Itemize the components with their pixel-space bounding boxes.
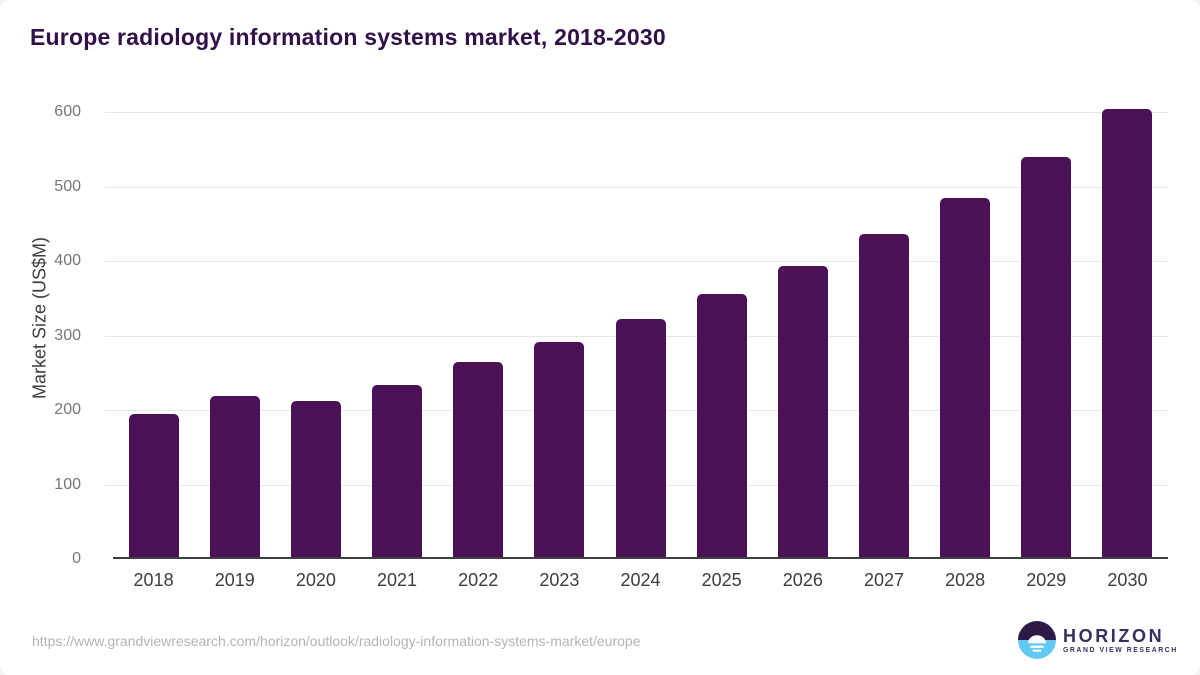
- bar-2025: [696, 294, 747, 557]
- x-tick-2028: 2028: [945, 570, 986, 590]
- bar-2023: [534, 341, 585, 557]
- x-tick-2021: 2021: [377, 570, 418, 590]
- bar-2026: [777, 266, 828, 557]
- y-tick-0: 0: [72, 550, 81, 567]
- gridline-400: [105, 261, 1168, 262]
- y-axis-tick-labels: 0 100 200 300 400 500 600: [40, 103, 97, 567]
- x-tick-2029: 2029: [1026, 570, 1067, 590]
- y-tick-600: 600: [54, 103, 81, 120]
- horizon-sun-icon: [1018, 621, 1056, 659]
- x-tick-2023: 2023: [539, 570, 580, 590]
- y-tick-400: 400: [54, 252, 81, 269]
- x-axis-labels: 2018 2019 2020 2021 2022 2023 2024 2025 2026 2027…: [113, 570, 1168, 591]
- bar-2021: [372, 384, 423, 557]
- bar-2029: [1021, 156, 1072, 557]
- horizon-logo: HORIZON GRAND VIEW RESEARCH: [1018, 621, 1178, 659]
- plot-area: [105, 109, 1168, 559]
- y-tick-500: 500: [54, 177, 81, 195]
- x-tick-2024: 2024: [620, 570, 661, 590]
- y-tick-300: 300: [54, 326, 81, 344]
- x-tick-2025: 2025: [701, 570, 742, 590]
- x-tick-2022: 2022: [458, 570, 499, 590]
- gridline-500: [105, 186, 1168, 188]
- x-tick-2018: 2018: [133, 570, 174, 590]
- bar-2024: [615, 318, 666, 557]
- chart-title: Europe radiology information systems mar…: [30, 24, 666, 50]
- bar-2020: [290, 401, 341, 557]
- gridline-600: [105, 112, 1168, 113]
- bar-2027: [858, 233, 909, 557]
- bar-2022: [453, 361, 504, 557]
- x-tick-2019: 2019: [214, 570, 255, 590]
- logo-text-block: HORIZON GRAND VIEW RESEARCH: [1063, 625, 1178, 654]
- bar-2030: [1102, 109, 1153, 557]
- y-tick-200: 200: [54, 401, 81, 418]
- x-tick-2026: 2026: [782, 570, 823, 590]
- x-tick-2027: 2027: [863, 570, 904, 590]
- bar-2028: [940, 197, 991, 557]
- x-tick-2030: 2030: [1107, 570, 1148, 590]
- bar-2019: [209, 396, 260, 557]
- x-tick-2020: 2020: [295, 570, 336, 590]
- bar-2018: [128, 413, 179, 557]
- logo-wordmark: HORIZON: [1063, 625, 1165, 646]
- y-tick-100: 100: [54, 475, 81, 493]
- source-url: https://www.grandviewresearch.com/horizo…: [32, 633, 641, 649]
- logo-subtitle: GRAND VIEW RESEARCH: [1063, 646, 1178, 654]
